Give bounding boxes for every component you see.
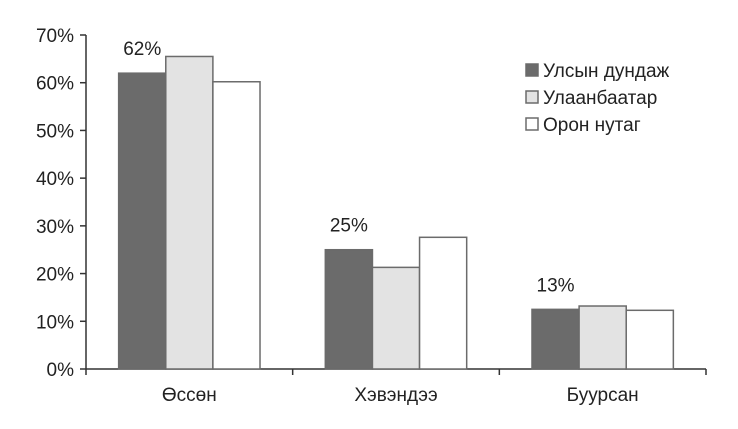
bar-2-1 bbox=[165, 55, 214, 370]
bar-3-3 bbox=[625, 309, 675, 370]
bar-1-1 bbox=[117, 72, 167, 370]
y-axis: 0% 10% 20% 30% 40% 50% 60% 70% bbox=[36, 26, 87, 381]
data-label: 13% bbox=[537, 275, 575, 296]
y-tick-label: 60% bbox=[36, 74, 74, 95]
data-labels: 62% 25% 13% bbox=[123, 39, 574, 296]
legend-label: Улсын дундаж bbox=[543, 61, 670, 82]
legend-swatch bbox=[525, 90, 539, 104]
y-tick-label: 40% bbox=[36, 169, 74, 190]
legend-label: Орон нутаг bbox=[543, 115, 641, 136]
y-tick-label: 30% bbox=[36, 217, 74, 238]
x-tick-label: Буурсан bbox=[567, 385, 639, 406]
bar-1-2 bbox=[324, 248, 374, 370]
x-tick-label: Өссөн bbox=[162, 385, 217, 406]
bar-3-2 bbox=[418, 236, 468, 370]
bar-2-2 bbox=[371, 266, 421, 370]
bar-2-3 bbox=[578, 305, 627, 370]
bar-1-3 bbox=[531, 308, 580, 370]
legend-label: Улаанбаатар bbox=[543, 88, 657, 109]
y-tick-label: 70% bbox=[36, 26, 74, 47]
x-tick-label: Хэвэндээ bbox=[354, 385, 437, 406]
legend: Улсын дундаж Улаанбаатар Орон нутаг bbox=[525, 61, 670, 136]
legend-swatch bbox=[525, 117, 539, 131]
y-tick-label: 20% bbox=[36, 265, 74, 286]
bar-3-1 bbox=[212, 81, 261, 370]
data-label: 62% bbox=[123, 39, 161, 60]
data-label: 25% bbox=[330, 216, 368, 237]
y-tick-label: 50% bbox=[36, 121, 74, 142]
legend-swatch bbox=[525, 63, 539, 77]
y-tick-label: 10% bbox=[36, 312, 74, 333]
bars bbox=[117, 55, 675, 370]
y-tick-label: 0% bbox=[47, 360, 75, 381]
x-axis: Өссөн Хэвэндээ Буурсан bbox=[85, 368, 707, 406]
